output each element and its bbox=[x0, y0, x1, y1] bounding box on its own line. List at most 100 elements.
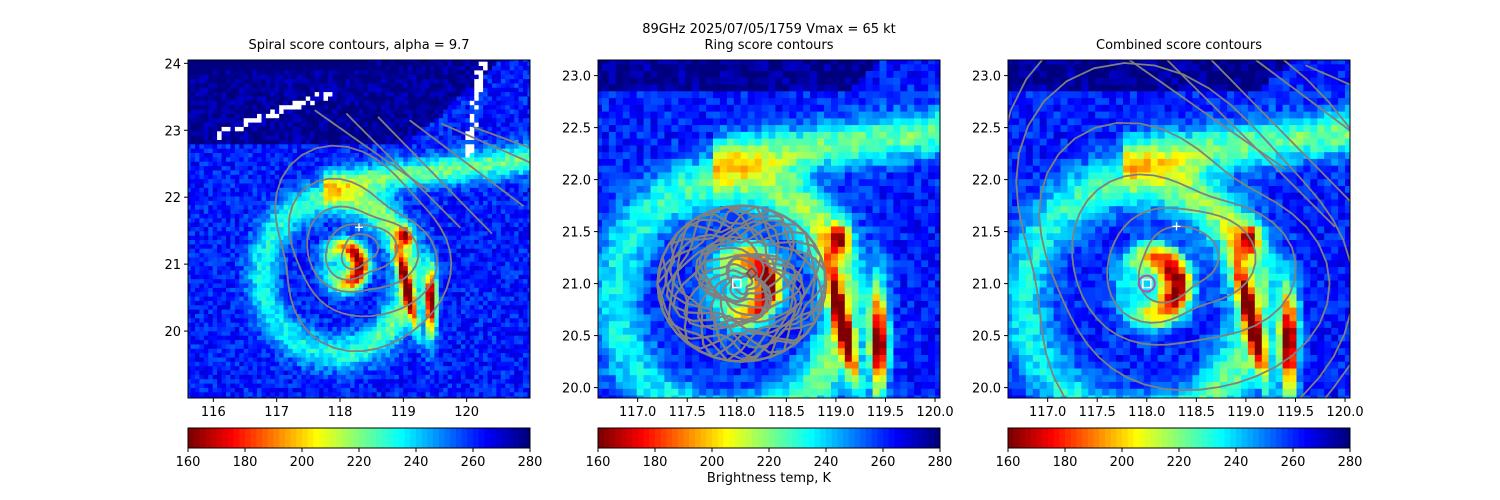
plus-marker bbox=[355, 223, 363, 232]
contour-line bbox=[1355, 70, 1500, 135]
x-tick-label: 119.0 bbox=[1227, 405, 1264, 420]
y-tick-label: 24 bbox=[164, 57, 181, 72]
contour-line bbox=[345, 112, 461, 229]
y-tick-label: 20.0 bbox=[562, 382, 591, 397]
colorbar-tick-label: 260 bbox=[871, 455, 896, 470]
contour-line bbox=[409, 119, 525, 207]
x-tick-label: 119.0 bbox=[817, 405, 854, 420]
contour-line bbox=[683, 226, 806, 329]
panel-2-plot: 117.0 117.5 118.0 118.5 119.0 119.5 120.0 20.0 2… bbox=[562, 59, 954, 420]
x-tick-label: 119.5 bbox=[867, 405, 904, 420]
contour-line bbox=[1255, 60, 1350, 132]
contour-line bbox=[676, 205, 828, 362]
panel-2-frame bbox=[597, 59, 941, 399]
panel-3-colorbar: 160 180 200 220 240 260 280 bbox=[996, 427, 1363, 470]
contour-line bbox=[472, 126, 530, 149]
x-tick-label: 119.5 bbox=[1277, 405, 1314, 420]
figure-suptitle: 89GHz 2025/07/05/1759 Vmax = 65 kt bbox=[642, 22, 896, 37]
contour-line bbox=[287, 177, 439, 318]
y-tick-label: 21.5 bbox=[562, 226, 591, 241]
contour-line bbox=[1008, 60, 1350, 398]
x-tick-label: 118 bbox=[328, 405, 353, 420]
x-tick-label: 117 bbox=[264, 405, 289, 420]
panel-2-colorbar: 160 180 200 220 240 260 280 bbox=[586, 427, 953, 470]
x-tick-label: 118.5 bbox=[768, 405, 805, 420]
colorbar-tick-label: 240 bbox=[404, 455, 429, 470]
colorbar-tick-label: 180 bbox=[643, 455, 668, 470]
contour-line bbox=[440, 122, 530, 164]
y-tick-label: 21.0 bbox=[972, 278, 1001, 293]
contour-line bbox=[324, 223, 398, 281]
x-tick-label: 117.5 bbox=[669, 405, 706, 420]
x-tick-label: 116 bbox=[201, 405, 226, 420]
x-tick-label: 117.5 bbox=[1079, 405, 1116, 420]
contour-line bbox=[1038, 121, 1331, 392]
y-tick-label: 21 bbox=[164, 258, 181, 273]
colorbar-tick-label: 280 bbox=[518, 455, 543, 470]
colorbar-tick-label: 180 bbox=[1053, 455, 1078, 470]
contour-line bbox=[696, 235, 804, 331]
y-tick-label: 20 bbox=[164, 325, 181, 340]
colorbar-tick-label: 220 bbox=[757, 455, 782, 470]
square-marker bbox=[732, 278, 742, 289]
colorbar-tick-label: 280 bbox=[1338, 455, 1363, 470]
contour-line bbox=[1210, 60, 1350, 203]
colorbar-tick-label: 200 bbox=[1110, 455, 1135, 470]
contour-line bbox=[1137, 225, 1220, 304]
contour-line bbox=[656, 204, 828, 363]
panel-2-heatmap bbox=[598, 60, 940, 398]
contour-line bbox=[1071, 173, 1297, 346]
colorbar-tick-label: 280 bbox=[928, 455, 953, 470]
contour-line bbox=[340, 233, 380, 270]
colorbar-tick-label: 220 bbox=[347, 455, 372, 470]
colorbar-tick-label: 160 bbox=[586, 455, 611, 470]
panel-1-title: Spiral score contours, alpha = 9.7 bbox=[248, 38, 470, 53]
plus-marker bbox=[1172, 222, 1181, 231]
colorbar-tick-label: 160 bbox=[176, 455, 201, 470]
y-tick-label: 20.5 bbox=[972, 330, 1001, 345]
y-tick-label: 20.5 bbox=[562, 330, 591, 345]
x-tick-label: 120.0 bbox=[1326, 405, 1363, 420]
circle-marker bbox=[1137, 274, 1156, 293]
colorbar-tick-label: 220 bbox=[1167, 455, 1192, 470]
y-tick-label: 23.0 bbox=[972, 70, 1001, 85]
y-tick-label: 21.0 bbox=[562, 278, 591, 293]
y-tick-label: 22.0 bbox=[972, 174, 1001, 189]
contour-line bbox=[1165, 60, 1336, 228]
x-tick-label: 118.5 bbox=[1178, 405, 1215, 420]
panel-3-frame bbox=[1007, 59, 1351, 399]
panel-3-contours bbox=[1008, 60, 1500, 398]
y-tick-label: 22.0 bbox=[562, 174, 591, 189]
panel-1-plot: 116 117 118 119 120 20 21 22 23 24 bbox=[164, 57, 531, 420]
y-tick-label: 23 bbox=[164, 124, 181, 139]
colorbar-tick-label: 240 bbox=[814, 455, 839, 470]
y-tick-label: 22 bbox=[164, 191, 181, 206]
y-tick-label: 21.5 bbox=[972, 226, 1001, 241]
x-tick-label: 117.0 bbox=[619, 405, 656, 420]
colorbar-tick-label: 180 bbox=[233, 455, 258, 470]
y-tick-label: 23.0 bbox=[562, 70, 591, 85]
contour-line bbox=[1015, 62, 1350, 398]
panel-3-plot: 117.0 117.5 118.0 118.5 119.0 119.5 120.0 20.0 2… bbox=[972, 59, 1500, 420]
y-tick-label: 20.0 bbox=[972, 382, 1001, 397]
contour-line bbox=[306, 205, 420, 293]
contour-line bbox=[1305, 64, 1350, 86]
x-tick-label: 120 bbox=[454, 405, 479, 420]
x-tick-label: 118.0 bbox=[718, 405, 755, 420]
x-tick-label: 117.0 bbox=[1029, 405, 1066, 420]
panel-1-heatmap bbox=[188, 60, 530, 398]
panel-1-colorbar: 160 180 200 220 240 260 280 bbox=[176, 427, 543, 470]
x-tick-label: 118.0 bbox=[1128, 405, 1165, 420]
panel-2-title: Ring score contours bbox=[704, 38, 834, 53]
colorbar-tick-label: 260 bbox=[1281, 455, 1306, 470]
panel-3-heatmap bbox=[1008, 60, 1350, 398]
x-tick-label: 120.0 bbox=[916, 405, 953, 420]
panel-3-title: Combined score contours bbox=[1096, 38, 1262, 53]
colorbar-tick-label: 160 bbox=[996, 455, 1021, 470]
contour-line bbox=[377, 116, 493, 235]
contour-line bbox=[1106, 206, 1257, 324]
colorbar-tick-label: 200 bbox=[700, 455, 725, 470]
colorbar-tick-label: 200 bbox=[290, 455, 315, 470]
diamond-marker bbox=[745, 267, 758, 280]
